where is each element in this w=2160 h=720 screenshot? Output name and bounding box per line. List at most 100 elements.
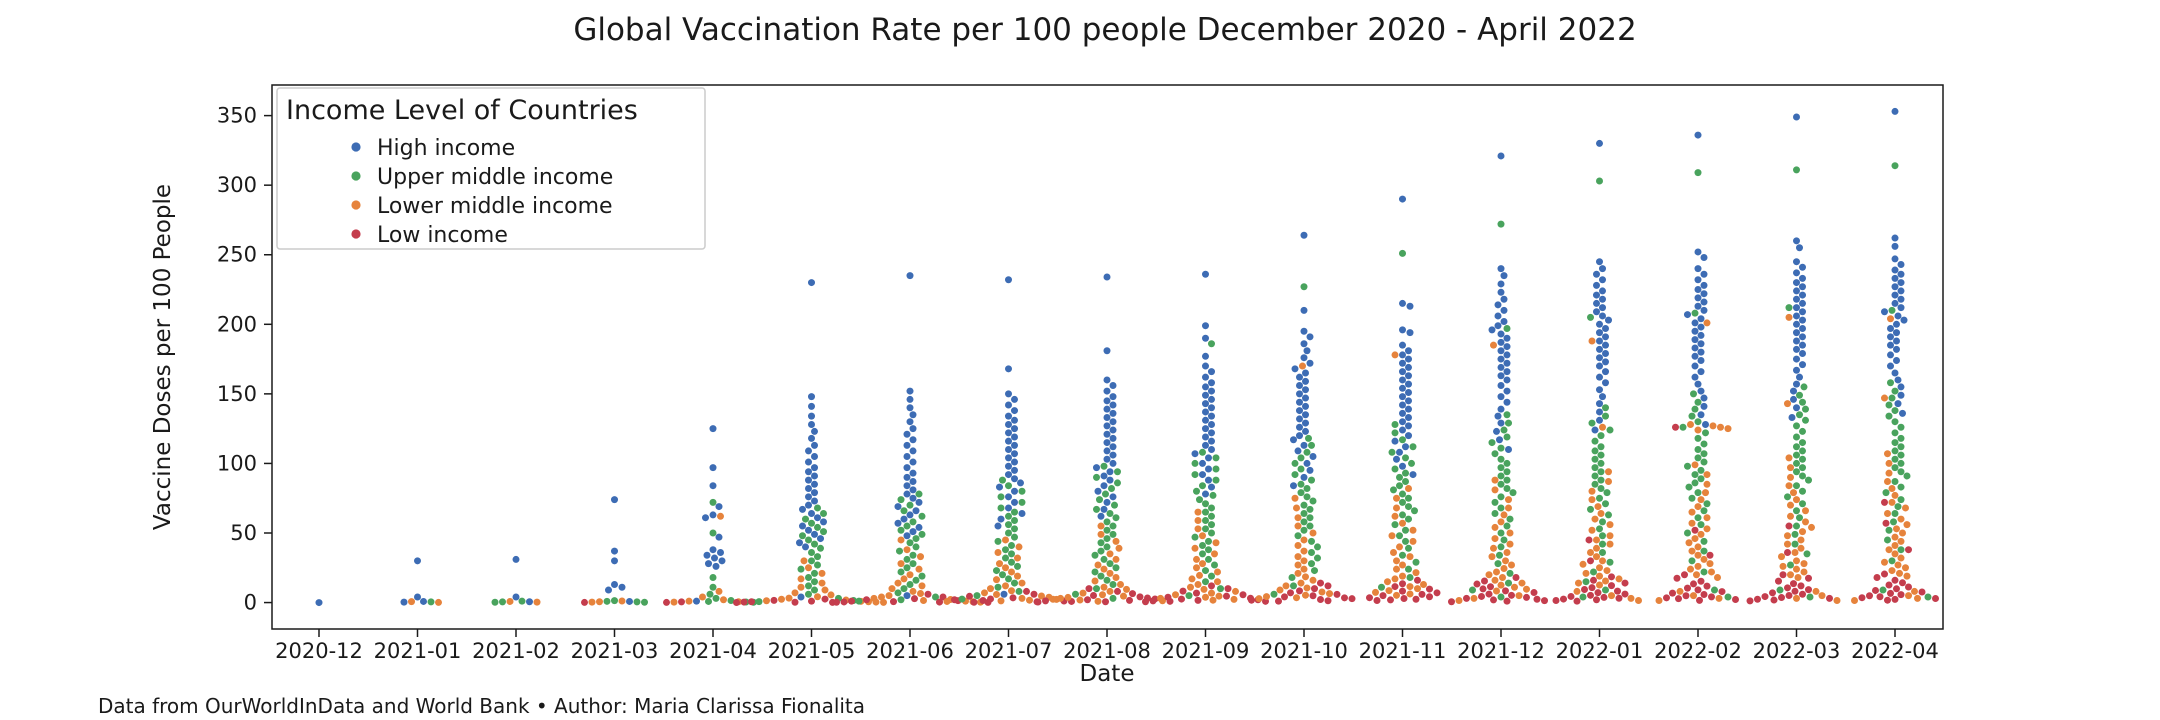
data-point	[1793, 287, 1800, 295]
data-point	[915, 498, 923, 506]
data-point	[1057, 594, 1064, 602]
data-point	[1205, 476, 1212, 484]
data-point	[1802, 507, 1809, 515]
data-point	[1785, 313, 1793, 321]
data-point	[1785, 591, 1793, 599]
data-point	[811, 489, 818, 497]
data-point	[818, 579, 826, 587]
data-point	[1702, 420, 1709, 428]
data-point	[1079, 589, 1087, 597]
data-point	[1708, 568, 1715, 576]
data-point	[1106, 550, 1114, 558]
data-point	[1796, 514, 1803, 522]
data-point	[1694, 265, 1702, 273]
data-point	[1308, 476, 1315, 484]
data-point	[1294, 447, 1302, 455]
data-point	[699, 593, 706, 601]
data-point	[1399, 384, 1406, 392]
data-point	[909, 478, 917, 486]
data-point	[1718, 588, 1726, 596]
data-point	[1599, 265, 1606, 273]
data-point	[1208, 504, 1215, 512]
data-point	[1194, 508, 1202, 516]
data-point	[805, 458, 812, 466]
data-point	[799, 522, 806, 530]
data-point	[1396, 532, 1403, 540]
data-point	[1188, 575, 1196, 583]
data-point	[717, 512, 724, 520]
data-point	[1596, 362, 1603, 370]
data-point	[900, 515, 908, 523]
data-point	[1497, 593, 1505, 601]
data-point	[1599, 312, 1606, 320]
data-point	[1491, 450, 1499, 458]
data-point	[1596, 258, 1603, 266]
data-point	[1306, 359, 1314, 367]
data-point	[1505, 579, 1512, 587]
data-point	[802, 543, 809, 551]
data-point	[1191, 459, 1199, 467]
y-tick-label: 200	[217, 312, 257, 336]
data-point	[1506, 569, 1514, 577]
data-point	[1097, 512, 1105, 520]
data-point	[1790, 580, 1797, 588]
data-point	[1297, 579, 1305, 587]
data-point	[618, 597, 626, 605]
data-point	[1011, 487, 1018, 495]
data-point	[1503, 343, 1511, 351]
data-point	[1387, 596, 1394, 604]
data-point	[1103, 526, 1111, 534]
data-point	[1697, 323, 1705, 331]
data-point	[1897, 451, 1905, 459]
legend-item: Lower middle income	[351, 194, 613, 219]
data-point	[1503, 597, 1511, 605]
data-point	[1290, 482, 1297, 490]
data-point	[1208, 446, 1215, 454]
data-point	[820, 510, 827, 518]
data-point	[808, 412, 815, 420]
data-point	[1793, 594, 1800, 602]
data-point	[1591, 464, 1599, 472]
data-point	[1011, 466, 1018, 474]
legend-item: Upper middle income	[351, 165, 613, 190]
data-point	[987, 585, 994, 593]
data-point	[811, 530, 818, 538]
data-point	[1793, 507, 1800, 515]
y-tick-label: 100	[217, 451, 257, 475]
data-point	[1208, 404, 1215, 412]
data-point	[1691, 362, 1699, 370]
data-point	[805, 484, 812, 492]
data-point	[1591, 447, 1599, 455]
data-point	[918, 530, 926, 538]
data-point	[1085, 585, 1093, 593]
data-point	[1893, 337, 1900, 345]
data-point	[1202, 373, 1209, 381]
data-point	[1591, 472, 1599, 480]
data-point	[1308, 548, 1315, 556]
data-point	[1793, 522, 1800, 530]
x-tick-label: 2021-10	[1260, 639, 1348, 663]
data-point	[1591, 426, 1599, 434]
data-point	[1697, 530, 1705, 538]
data-point	[1503, 468, 1511, 476]
data-point	[1091, 577, 1099, 585]
data-point	[1494, 301, 1502, 309]
data-point	[1302, 411, 1309, 419]
data-point	[641, 598, 648, 606]
data-point	[1214, 578, 1221, 586]
data-point	[1199, 459, 1206, 467]
data-point	[1891, 429, 1899, 437]
data-point	[1193, 555, 1200, 563]
data-point	[909, 587, 917, 595]
data-point	[1602, 324, 1609, 332]
data-point	[1408, 459, 1415, 467]
data-point	[1199, 542, 1206, 550]
data-point	[821, 586, 829, 594]
data-point	[797, 575, 805, 583]
data-point	[1791, 587, 1799, 595]
data-point	[778, 595, 785, 603]
data-point	[1390, 486, 1397, 494]
data-point	[1011, 516, 1018, 524]
data-point	[709, 425, 717, 433]
data-point	[811, 480, 818, 488]
